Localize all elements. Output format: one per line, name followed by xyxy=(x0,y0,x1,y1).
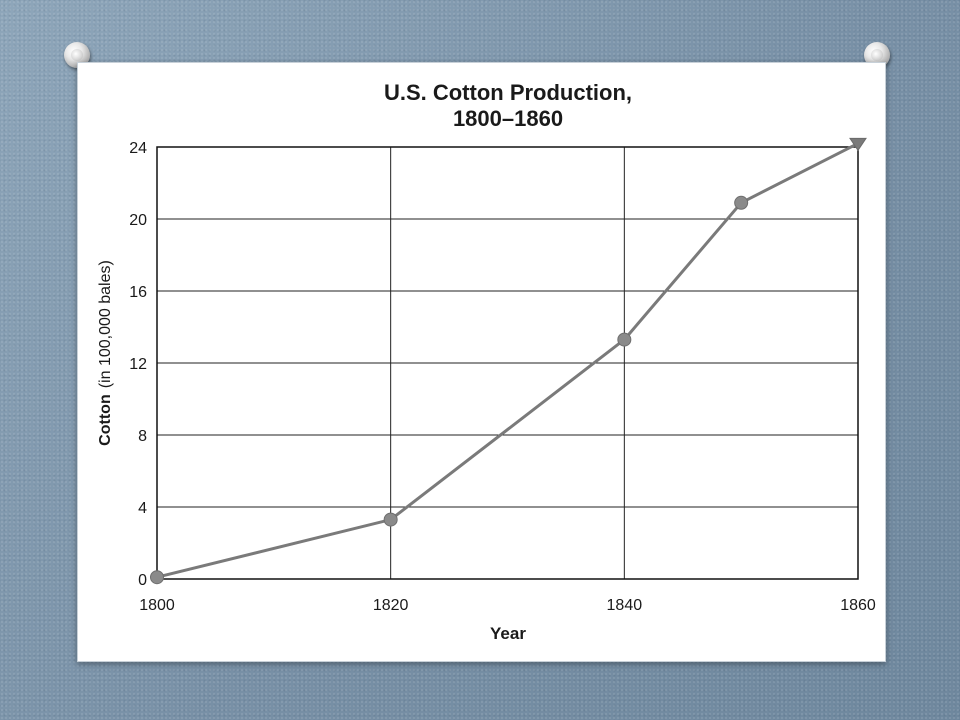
x-tick-label-1840: 1840 xyxy=(607,597,643,614)
y-tick-label-4: 4 xyxy=(138,500,147,517)
data-point-1820 xyxy=(383,512,398,527)
x-axis-label: Year xyxy=(490,624,526,643)
series-line-0 xyxy=(156,142,859,579)
data-point-1860 xyxy=(849,137,867,152)
tick-labels: 0 4 8 12 16 20 24 1800 1820 1840 1860 xyxy=(129,140,876,614)
series xyxy=(150,137,867,585)
chart-title-line-1: U.S. Cotton Production, xyxy=(384,80,632,105)
y-axis-label: Cotton (in 100,000 bales) xyxy=(97,260,114,446)
y-tick-label-12: 12 xyxy=(129,356,147,373)
x-tick-label-1820: 1820 xyxy=(373,597,409,614)
chart-card xyxy=(77,62,886,662)
data-point-1800 xyxy=(150,570,164,585)
grid xyxy=(157,147,858,579)
y-axis-label-bold: Cotton xyxy=(97,394,114,446)
data-point-1840 xyxy=(617,332,632,347)
chart-title: U.S. Cotton Production, 1800–1860 xyxy=(384,80,632,131)
y-axis-label-rest: (in 100,000 bales) xyxy=(97,260,114,388)
y-tick-label-8: 8 xyxy=(138,428,147,445)
plot-border xyxy=(156,146,859,580)
y-tick-label-0: 0 xyxy=(138,572,147,589)
x-tick-label-1800: 1800 xyxy=(139,597,175,614)
chart-title-line-2: 1800–1860 xyxy=(453,106,563,131)
y-tick-label-16: 16 xyxy=(129,284,147,301)
plot-frame xyxy=(156,146,859,580)
x-tick-label-1860: 1860 xyxy=(840,597,876,614)
y-tick-label-24: 24 xyxy=(129,140,147,157)
data-point-1850 xyxy=(734,195,749,210)
y-tick-label-20: 20 xyxy=(129,212,147,229)
